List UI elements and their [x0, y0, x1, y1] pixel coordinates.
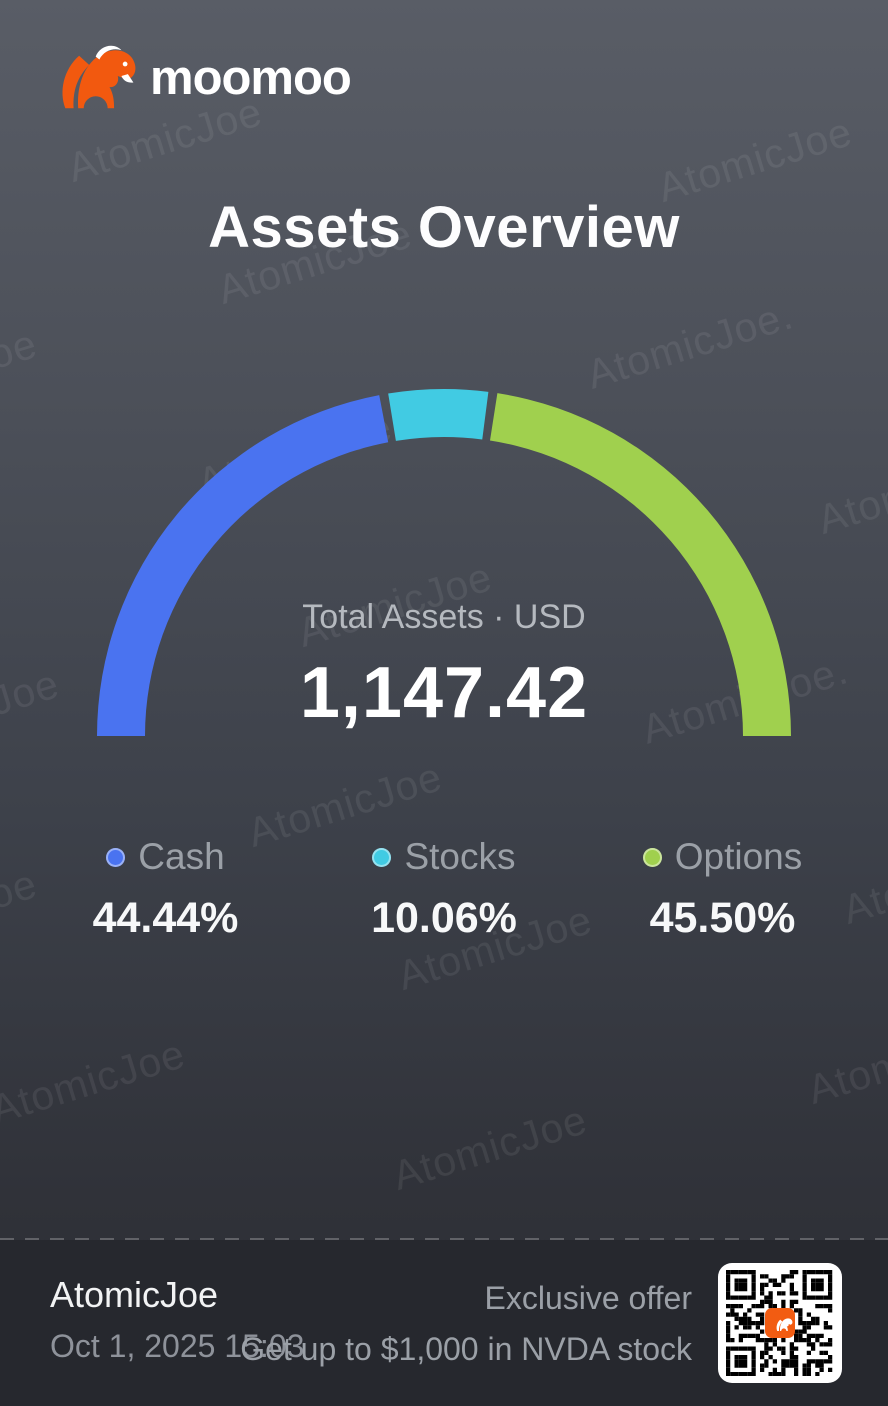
brand-header: moomoo — [46, 38, 352, 114]
stocks-percentage: 10.06% — [371, 894, 517, 942]
dashed-divider — [0, 1238, 888, 1240]
brand-wordmark: moomoo — [150, 51, 352, 105]
offer-detail: Get up to $1,000 in NVDA stock — [240, 1331, 692, 1367]
gauge-segment-cash — [97, 395, 389, 736]
legend-label: Cash — [138, 836, 225, 877]
asset-allocation-gauge — [97, 388, 791, 736]
offer-headline: Exclusive offer — [484, 1280, 693, 1316]
options-percentage: 45.50% — [649, 894, 796, 942]
total-assets-label: Total Assets · USD — [302, 598, 586, 636]
watermark-text: AtomicJoe — [802, 1010, 888, 1113]
moomoo-bull-icon — [62, 45, 136, 109]
timestamp: Oct 1, 2025 15:03 — [50, 1328, 305, 1364]
cash-dot-icon — [106, 847, 126, 867]
legend-item-options: Options 45.50% — [615, 836, 830, 943]
gauge-segment-stocks — [388, 388, 489, 441]
legend-item-stocks: Stocks 10.06% — [337, 836, 552, 943]
watermark-text: AtomicJoe — [0, 1030, 191, 1133]
gauge-legend: Cash 44.44% Stocks 10.06% Options 45.50% — [0, 836, 888, 943]
legend-item-cash: Cash 44.44% — [58, 836, 273, 943]
watermark-text: AtomicJoe — [387, 1096, 593, 1199]
total-assets-value: 1,147.42 — [299, 653, 589, 733]
stocks-dot-icon — [372, 847, 392, 867]
legend-label: Options — [674, 836, 803, 877]
page-title: Assets Overview — [208, 195, 680, 260]
qr-center-moomoo-icon — [765, 1308, 795, 1338]
promo-offer: Exclusive offer Get up to $1,000 in NVDA… — [240, 1280, 692, 1368]
username: AtomicJoe — [50, 1274, 219, 1315]
legend-label: Stocks — [404, 836, 516, 877]
qr-pattern — [726, 1270, 833, 1376]
gauge-segment-options — [490, 393, 791, 736]
share-footer: AtomicJoe Oct 1, 2025 15:03 Exclusive of… — [0, 1238, 888, 1406]
options-dot-icon — [642, 847, 662, 867]
qr-code — [718, 1263, 842, 1383]
cash-percentage: 44.44% — [92, 894, 239, 942]
